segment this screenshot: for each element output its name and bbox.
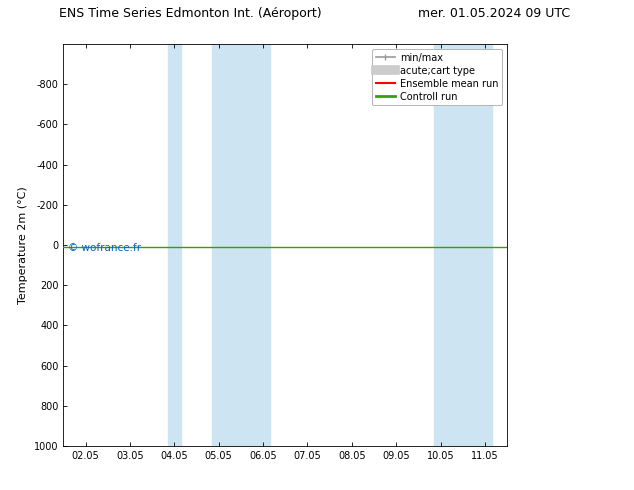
Legend: min/max, acute;cart type, Ensemble mean run, Controll run: min/max, acute;cart type, Ensemble mean … [372, 49, 502, 105]
Y-axis label: Temperature 2m (°C): Temperature 2m (°C) [18, 186, 29, 304]
Text: ENS Time Series Edmonton Int. (Aéroport): ENS Time Series Edmonton Int. (Aéroport) [59, 7, 321, 21]
Bar [167, 44, 181, 446]
Text: © wofrance.fr: © wofrance.fr [68, 243, 141, 253]
Text: mer. 01.05.2024 09 UTC: mer. 01.05.2024 09 UTC [418, 7, 571, 21]
Bar [434, 44, 492, 446]
Bar [212, 44, 270, 446]
